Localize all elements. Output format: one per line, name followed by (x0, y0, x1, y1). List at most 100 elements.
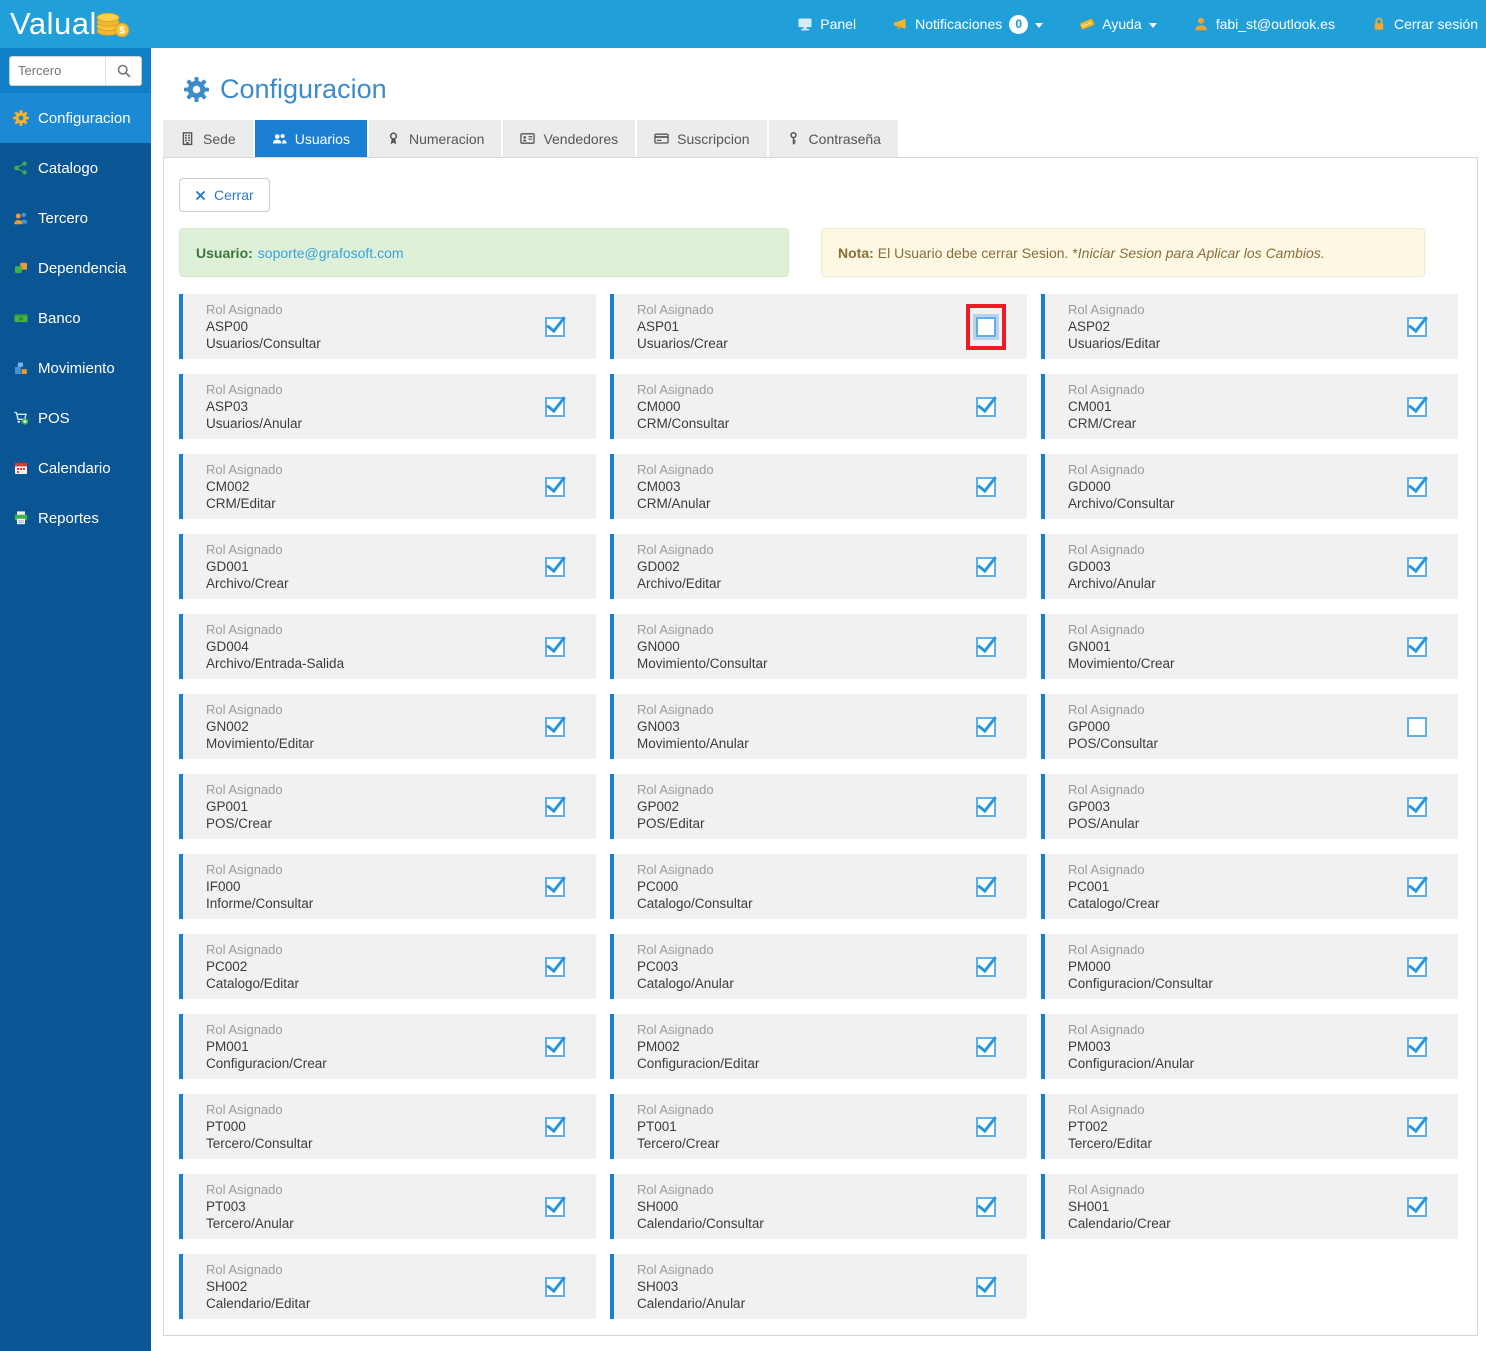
role-checkbox[interactable] (976, 716, 996, 737)
sidebar-item-label: Configuracion (38, 109, 131, 127)
role-checkbox[interactable] (976, 876, 996, 897)
role-code: GD001 (206, 559, 249, 574)
tab-numeracion[interactable]: Numeracion (368, 120, 502, 157)
tab-vendedores[interactable]: Vendedores (503, 120, 636, 157)
role-checkbox[interactable] (976, 1196, 996, 1217)
role-checkbox[interactable] (1407, 476, 1427, 497)
role-code: GP002 (637, 799, 680, 814)
role-card: Rol Asignado PT003 Tercero/Anular (179, 1174, 596, 1239)
role-checkbox[interactable] (976, 396, 996, 417)
tab-usuarios[interactable]: Usuarios (254, 120, 367, 157)
sidebar-item-catalogo[interactable]: Catalogo (0, 143, 151, 193)
role-checkbox[interactable] (976, 1036, 996, 1057)
role-permission: Archivo/Anular (1068, 576, 1156, 591)
tab-sede[interactable]: Sede (163, 120, 253, 157)
role-permission: Usuarios/Anular (206, 416, 303, 431)
topbar-item-notificaciones[interactable]: Notificaciones 0 (892, 14, 1044, 34)
role-checkbox[interactable] (976, 476, 996, 497)
role-checkbox[interactable] (976, 636, 996, 657)
role-card-label: Rol Asignado (206, 862, 283, 877)
page-title: Configuracion (184, 74, 1486, 105)
role-permission: POS/Crear (206, 816, 273, 831)
topbar-item-label: fabi_st@outlook.es (1215, 16, 1335, 32)
role-card-label: Rol Asignado (1068, 462, 1145, 477)
role-permission: Configuracion/Crear (206, 1056, 327, 1071)
role-code: ASP02 (1068, 319, 1111, 334)
role-checkbox[interactable] (1407, 556, 1427, 577)
role-checkbox[interactable] (1407, 956, 1427, 977)
role-checkbox[interactable] (1407, 396, 1427, 417)
topbar-item-label: Notificaciones (915, 16, 1003, 32)
role-card: Rol Asignado GP000 POS/Consultar (1041, 694, 1458, 759)
role-card-label: Rol Asignado (206, 1182, 283, 1197)
role-checkbox[interactable] (976, 316, 996, 337)
svg-text:$: $ (119, 26, 125, 37)
role-checkbox[interactable] (1407, 716, 1427, 737)
role-checkbox[interactable] (1407, 636, 1427, 657)
sidebar-item-configuracion[interactable]: Configuracion (0, 93, 151, 143)
topbar-item-cerrar-sesion[interactable]: Cerrar sesión (1371, 16, 1478, 32)
role-card: Rol Asignado GP003 POS/Anular (1041, 774, 1458, 839)
sidebar-item-banco[interactable]: Banco (0, 293, 151, 343)
sidebar-item-calendario[interactable]: Calendario (0, 443, 151, 493)
role-checkbox[interactable] (976, 1116, 996, 1137)
role-checkbox[interactable] (545, 476, 565, 497)
role-checkbox[interactable] (976, 956, 996, 977)
role-code: GN000 (637, 639, 680, 654)
search-input[interactable] (10, 56, 105, 85)
topbar-item-fabi-st-outlook-es[interactable]: fabi_st@outlook.es (1193, 16, 1335, 32)
role-card: Rol Asignado GN002 Movimiento/Editar (179, 694, 596, 759)
banco-icon (13, 310, 29, 326)
role-checkbox[interactable] (1407, 1116, 1427, 1137)
role-checkbox[interactable] (545, 316, 565, 337)
tab-suscripcion[interactable]: Suscripcion (637, 120, 767, 157)
catalogo-icon (13, 160, 29, 176)
role-permission: Movimiento/Crear (1068, 656, 1175, 671)
role-checkbox[interactable] (1407, 796, 1427, 817)
role-checkbox[interactable] (976, 796, 996, 817)
role-permission: Calendario/Editar (206, 1296, 311, 1311)
sidebar-item-reportes[interactable]: Reportes (0, 493, 151, 543)
role-checkbox[interactable] (545, 1276, 565, 1297)
role-code: ASP01 (637, 319, 680, 334)
close-button[interactable]: Cerrar (179, 178, 270, 212)
role-checkbox[interactable] (976, 556, 996, 577)
role-checkbox[interactable] (545, 1116, 565, 1137)
role-card: Rol Asignado PT002 Tercero/Editar (1041, 1094, 1458, 1159)
role-checkbox[interactable] (545, 716, 565, 737)
sidebar-item-movimiento[interactable]: Movimiento (0, 343, 151, 393)
role-checkbox[interactable] (1407, 876, 1427, 897)
role-card-label: Rol Asignado (1068, 782, 1145, 797)
role-checkbox[interactable] (545, 556, 565, 577)
search-button[interactable] (105, 56, 141, 85)
building-icon (180, 131, 195, 146)
role-checkbox[interactable] (1407, 1196, 1427, 1217)
sidebar-item-tercero[interactable]: Tercero (0, 193, 151, 243)
role-permission: Catalogo/Editar (206, 976, 300, 991)
gear-icon (13, 110, 29, 126)
role-checkbox[interactable] (1407, 1036, 1427, 1057)
role-checkbox[interactable] (976, 1276, 996, 1297)
topbar-item-panel[interactable]: Panel (797, 16, 856, 32)
topbar-item-ayuda[interactable]: Ayuda (1079, 16, 1157, 32)
role-checkbox[interactable] (545, 396, 565, 417)
role-checkbox[interactable] (545, 876, 565, 897)
role-card: Rol Asignado SH003 Calendario/Anular (610, 1254, 1027, 1319)
role-card: Rol Asignado GN001 Movimiento/Crear (1041, 614, 1458, 679)
role-checkbox[interactable] (545, 1196, 565, 1217)
sidebar-item-pos[interactable]: POS (0, 393, 151, 443)
app-logo[interactable]: Valual $ (10, 7, 137, 41)
role-checkbox[interactable] (545, 796, 565, 817)
sidebar-item-dependencia[interactable]: Dependencia (0, 243, 151, 293)
chevron-down-icon (1148, 22, 1157, 28)
topbar-item-label: Ayuda (1102, 16, 1142, 32)
app-logo-text: Valual (10, 6, 97, 41)
role-code: PC002 (206, 959, 248, 974)
role-checkbox[interactable] (1407, 316, 1427, 337)
role-checkbox[interactable] (545, 1036, 565, 1057)
role-card-label: Rol Asignado (206, 622, 283, 637)
role-checkbox[interactable] (545, 956, 565, 977)
role-code: PT003 (206, 1199, 246, 1214)
role-checkbox[interactable] (545, 636, 565, 657)
tab-contrasena[interactable]: Contraseña (768, 120, 898, 157)
